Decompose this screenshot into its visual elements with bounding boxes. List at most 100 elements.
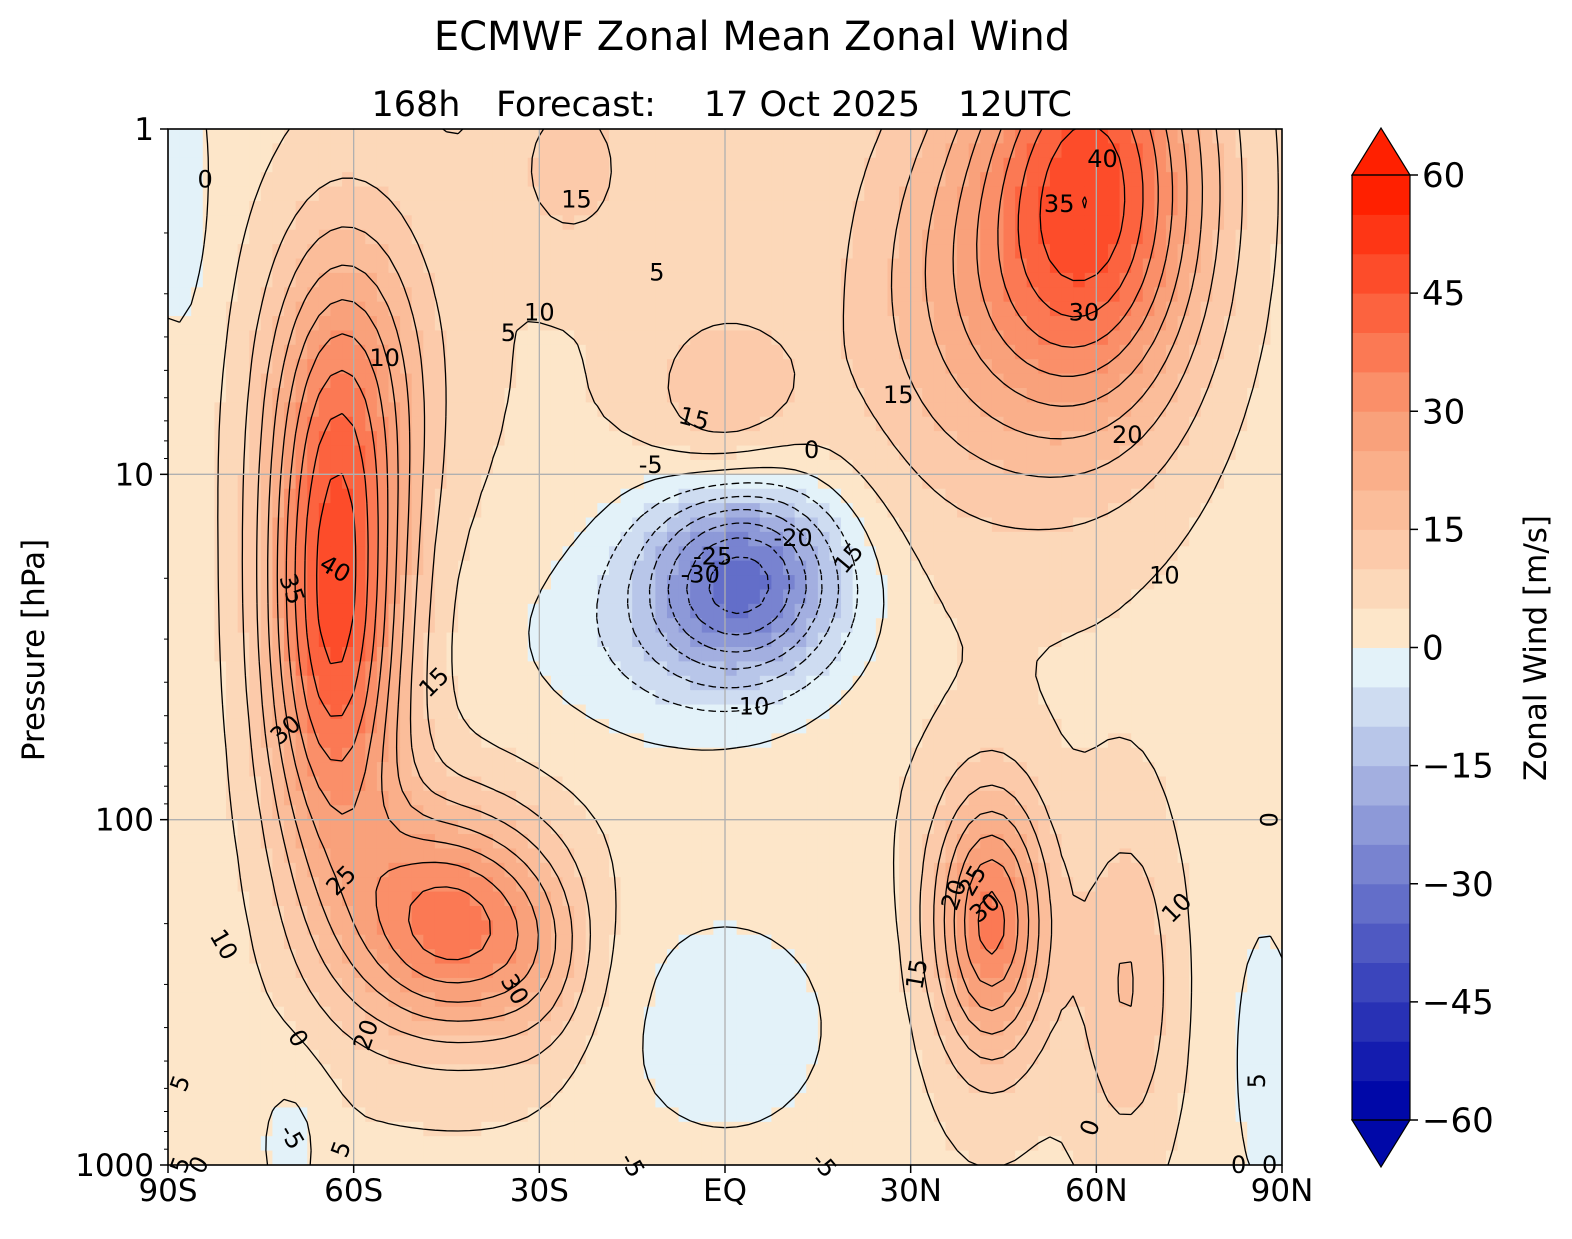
- field-cell: [841, 431, 854, 447]
- field-cell: [342, 316, 355, 332]
- field-cell: [249, 632, 262, 648]
- field-cell: [516, 762, 529, 778]
- field-cell: [1142, 704, 1155, 720]
- field-cell: [423, 244, 436, 260]
- field-cell: [574, 445, 587, 461]
- field-cell: [191, 388, 204, 403]
- field-cell: [1223, 862, 1237, 878]
- field-cell: [168, 215, 181, 231]
- field-cell: [353, 157, 366, 173]
- field-cell: [887, 474, 900, 490]
- field-cell: [829, 459, 842, 475]
- field-cell: [214, 690, 227, 706]
- field-cell: [574, 459, 587, 475]
- field-cell: [585, 431, 598, 447]
- field-cell: [841, 402, 854, 418]
- field-cell: [423, 459, 436, 475]
- field-cell: [388, 272, 401, 288]
- field-cell: [516, 129, 529, 144]
- field-cell: [249, 690, 262, 706]
- field-cell: [365, 690, 378, 706]
- field-cell: [527, 704, 540, 720]
- field-cell: [481, 546, 494, 562]
- field-cell: [1084, 834, 1097, 850]
- field-cell: [1015, 718, 1028, 734]
- field-cell: [574, 790, 587, 806]
- field-cell: [597, 690, 610, 706]
- field-cell: [295, 647, 308, 662]
- field-cell: [887, 589, 900, 605]
- field-cell: [1084, 661, 1097, 677]
- field-cell: [376, 373, 390, 389]
- field-cell: [260, 632, 274, 648]
- field-cell: [945, 474, 958, 490]
- field-cell: [1142, 690, 1155, 706]
- field-cell: [748, 531, 761, 547]
- field-cell: [342, 416, 355, 432]
- field-cell: [527, 762, 540, 778]
- field-cell: [725, 129, 738, 144]
- field-cell: [1270, 215, 1282, 231]
- field-cell: [1223, 531, 1237, 547]
- field-cell: [910, 675, 923, 691]
- field-cell: [980, 733, 993, 749]
- field-cell: [1096, 805, 1109, 821]
- field-cell: [1119, 459, 1132, 475]
- field-cell: [516, 848, 529, 864]
- field-cell: [481, 431, 494, 447]
- field-cell: [852, 575, 865, 591]
- field-cell: [713, 517, 726, 533]
- field-cell: [226, 647, 239, 662]
- field-cell: [481, 129, 494, 144]
- field-cell: [272, 229, 285, 245]
- field-cell: [841, 258, 854, 274]
- field-cell: [272, 488, 285, 504]
- field-cell: [725, 272, 738, 288]
- field-cell: [504, 186, 517, 202]
- field-cell: [388, 704, 401, 720]
- field-cell: [1258, 661, 1271, 677]
- field-cell: [922, 459, 935, 475]
- field-cell: [794, 575, 807, 591]
- field-cell: [783, 330, 796, 346]
- field-cell: [1026, 258, 1039, 274]
- field-cell: [945, 272, 958, 288]
- field-cell: [1177, 560, 1190, 576]
- field-cell: [492, 186, 506, 202]
- field-cell: [678, 531, 691, 547]
- field-cell: [783, 560, 796, 576]
- field-cell: [980, 718, 993, 734]
- field-cell: [330, 301, 343, 317]
- field-cell: [1270, 632, 1282, 648]
- field-cell: [376, 143, 390, 159]
- field-cell: [597, 834, 610, 850]
- field-cell: [423, 431, 436, 447]
- field-cell: [179, 287, 192, 303]
- field-cell: [411, 819, 424, 835]
- field-cell: [1270, 675, 1282, 691]
- field-cell: [191, 819, 204, 835]
- field-cell: [249, 704, 262, 720]
- field-cell: [1189, 531, 1202, 547]
- field-cell: [562, 474, 575, 490]
- field-cell: [759, 388, 773, 403]
- field-cell: [864, 503, 877, 519]
- field-cell: [318, 819, 332, 835]
- field-cell: [237, 862, 250, 878]
- field-cell: [585, 373, 598, 389]
- field-cell: [666, 531, 680, 547]
- field-cell: [365, 157, 378, 173]
- field-cell: [678, 848, 691, 864]
- field-cell: [666, 402, 680, 418]
- field-cell: [446, 287, 459, 303]
- field-cell: [434, 215, 448, 231]
- field-cell: [1003, 589, 1016, 605]
- field-cell: [1096, 229, 1109, 245]
- field-cell: [295, 129, 308, 144]
- field-cell: [957, 834, 970, 850]
- field-cell: [1119, 517, 1132, 533]
- field-cell: [168, 229, 181, 245]
- field-cell: [1026, 157, 1039, 173]
- field-cell: [516, 244, 529, 260]
- field-cell: [608, 790, 622, 806]
